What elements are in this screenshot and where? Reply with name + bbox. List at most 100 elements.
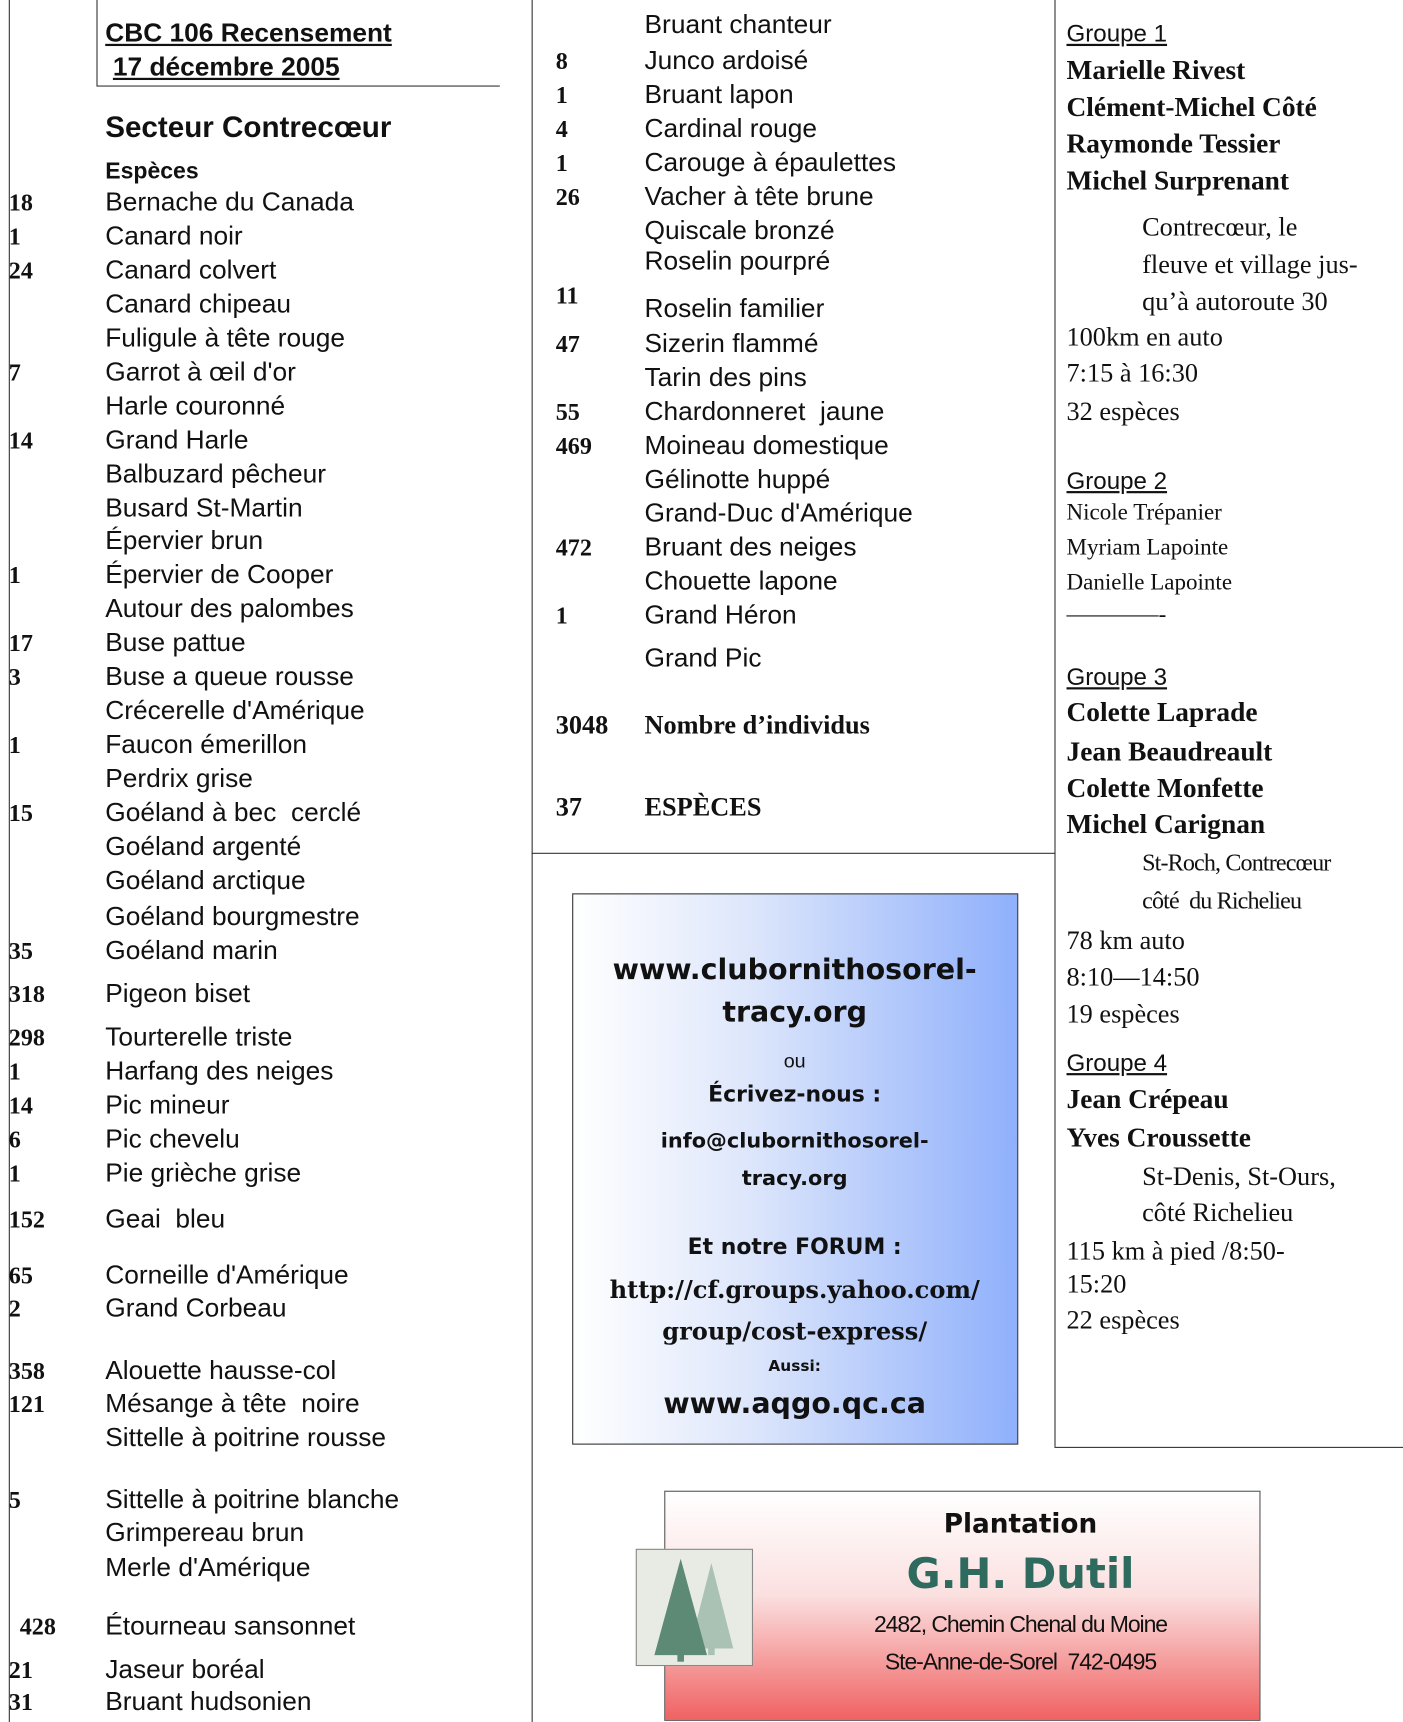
- species-heading: Espèces: [105, 158, 199, 184]
- sponsor-name: G.H. Dutil: [906, 1549, 1135, 1599]
- ad-line: http://cf.groups.yahoo.com/: [609, 1275, 980, 1305]
- species-name: Bernache du Canada: [105, 187, 354, 218]
- sector-title: Secteur Contrecœur: [105, 110, 392, 144]
- group-member: Raymonde Tessier: [1066, 128, 1281, 159]
- species-name: Pic chevelu: [105, 1124, 240, 1155]
- group-detail: 8:10—14:50: [1066, 963, 1200, 992]
- species-count: 1: [555, 81, 568, 109]
- border: [531, 0, 533, 1722]
- group-detail: 78 km auto: [1066, 927, 1185, 956]
- species-name: Fuligule à tête rouge: [105, 323, 346, 353]
- species-name: Sittelle à poitrine rousse: [105, 1422, 386, 1453]
- species-count: 24: [8, 256, 33, 284]
- species-count: 1: [8, 731, 21, 759]
- separator: ————-: [1066, 600, 1167, 627]
- species-count: 1: [8, 1159, 21, 1188]
- species-name: Goéland marin: [105, 936, 278, 966]
- group-member: Michel Carignan: [1066, 809, 1266, 840]
- species-name: Roselin familier: [644, 293, 825, 324]
- species-count: 1: [8, 1057, 21, 1086]
- species-count: 17: [8, 629, 33, 657]
- species-count: 26: [555, 183, 580, 211]
- group-member: Colette Monfette: [1066, 773, 1264, 803]
- species-name: Bruant chanteur: [644, 9, 832, 40]
- group-member: Marielle Rivest: [1066, 55, 1246, 85]
- species-name: Chardonneret jaune: [644, 396, 885, 427]
- sponsor-address: 2482, Chemin Chenal du Moine: [873, 1611, 1168, 1638]
- species-count: 298: [8, 1023, 45, 1052]
- species-count: 121: [8, 1389, 45, 1418]
- species-count: 14: [8, 1091, 33, 1120]
- species-name: Moineau domestique: [644, 430, 889, 461]
- ad-line: www.clubornithosorel-: [612, 953, 977, 987]
- group-member: Michel Surprenant: [1066, 166, 1290, 196]
- group-member: Colette Laprade: [1066, 697, 1258, 728]
- group-area: Contrecœur, le: [1142, 213, 1298, 243]
- species-name: Cardinal rouge: [644, 113, 818, 144]
- species-name: Junco ardoisé: [644, 46, 809, 76]
- species-name: Grand Corbeau: [105, 1293, 287, 1323]
- species-count: 1: [555, 601, 568, 630]
- species-name: Harfang des neiges: [105, 1056, 334, 1087]
- species-name: Carouge à épaulettes: [644, 147, 897, 178]
- species-name: Grand Héron: [644, 600, 797, 631]
- group-title: Groupe 2: [1066, 466, 1168, 495]
- species-count: 14: [8, 426, 33, 454]
- border: [8, 0, 10, 1722]
- ad-line: info@clubornithosorel-: [660, 1128, 929, 1153]
- species-name: Grand-Duc d'Amérique: [644, 498, 913, 529]
- species-name: Grimpereau brun: [105, 1518, 305, 1548]
- species-count: 35: [8, 937, 33, 965]
- species-name: Alouette hausse-col: [105, 1355, 337, 1386]
- species-name: Goéland bourgmestre: [105, 902, 360, 932]
- ad-line: ou: [783, 1050, 806, 1072]
- species-name: Sizerin flammé: [644, 328, 819, 359]
- ad-line: group/cost-express/: [662, 1317, 928, 1347]
- border: [1054, 0, 1056, 1447]
- group-detail: 7:15 à 16:30: [1066, 359, 1199, 389]
- ad-line: www.aqgo.qc.ca: [663, 1387, 927, 1421]
- species-name: Merle d'Amérique: [105, 1553, 311, 1583]
- group-title: Groupe 3: [1066, 663, 1168, 691]
- species-name: Canard colvert: [105, 255, 277, 285]
- sponsor-label: Plantation: [943, 1508, 1098, 1539]
- species-name: Épervier de Cooper: [105, 560, 334, 590]
- species-count: 1: [8, 222, 21, 250]
- species-name: Gélinotte huppé: [644, 464, 831, 495]
- group-detail: 115 km à pied /8:50-: [1066, 1237, 1285, 1266]
- group-member: Jean Beaudreault: [1066, 737, 1273, 767]
- species-count: 18: [8, 188, 33, 216]
- species-name: Harle couronné: [105, 391, 286, 421]
- species-name: Épervier brun: [105, 526, 264, 556]
- border: [96, 85, 500, 87]
- total-label: ESPÈCES: [644, 793, 762, 823]
- group-area: qu’à autoroute 30: [1142, 288, 1328, 317]
- species-name: Étourneau sansonnet: [105, 1611, 356, 1641]
- species-name: Bruant hudsonien: [105, 1686, 312, 1717]
- ad-line: Aussi:: [768, 1358, 821, 1376]
- species-name: Pic mineur: [105, 1090, 230, 1121]
- group-detail: 22 espèces: [1066, 1306, 1180, 1336]
- species-name: Goéland argenté: [105, 831, 302, 862]
- species-count: 318: [8, 979, 45, 1008]
- species-count: 358: [8, 1356, 45, 1385]
- species-name: Canard noir: [105, 221, 243, 252]
- group-title: Groupe 1: [1066, 19, 1168, 48]
- species-name: Roselin pourpré: [644, 246, 831, 277]
- tree-icon: [635, 1548, 754, 1667]
- species-name: Bruant des neiges: [644, 532, 857, 563]
- species-count: 472: [555, 533, 592, 562]
- species-name: Goéland à bec cerclé: [105, 797, 362, 828]
- group-member: Clément-Michel Côté: [1066, 92, 1317, 123]
- ad-line: tracy.org: [741, 1165, 848, 1190]
- species-name: Quiscale bronzé: [644, 215, 835, 246]
- ad-line: tracy.org: [722, 996, 867, 1030]
- species-name: Vacher à tête brune: [644, 181, 874, 212]
- group-title: Groupe 4: [1066, 1048, 1168, 1077]
- group-member: Jean Crépeau: [1066, 1084, 1229, 1115]
- species-name: Faucon émerillon: [105, 730, 308, 760]
- ad-line: Et notre FORUM :: [687, 1233, 902, 1260]
- species-count: 31: [8, 1687, 33, 1716]
- species-name: Buse a queue rousse: [105, 662, 354, 692]
